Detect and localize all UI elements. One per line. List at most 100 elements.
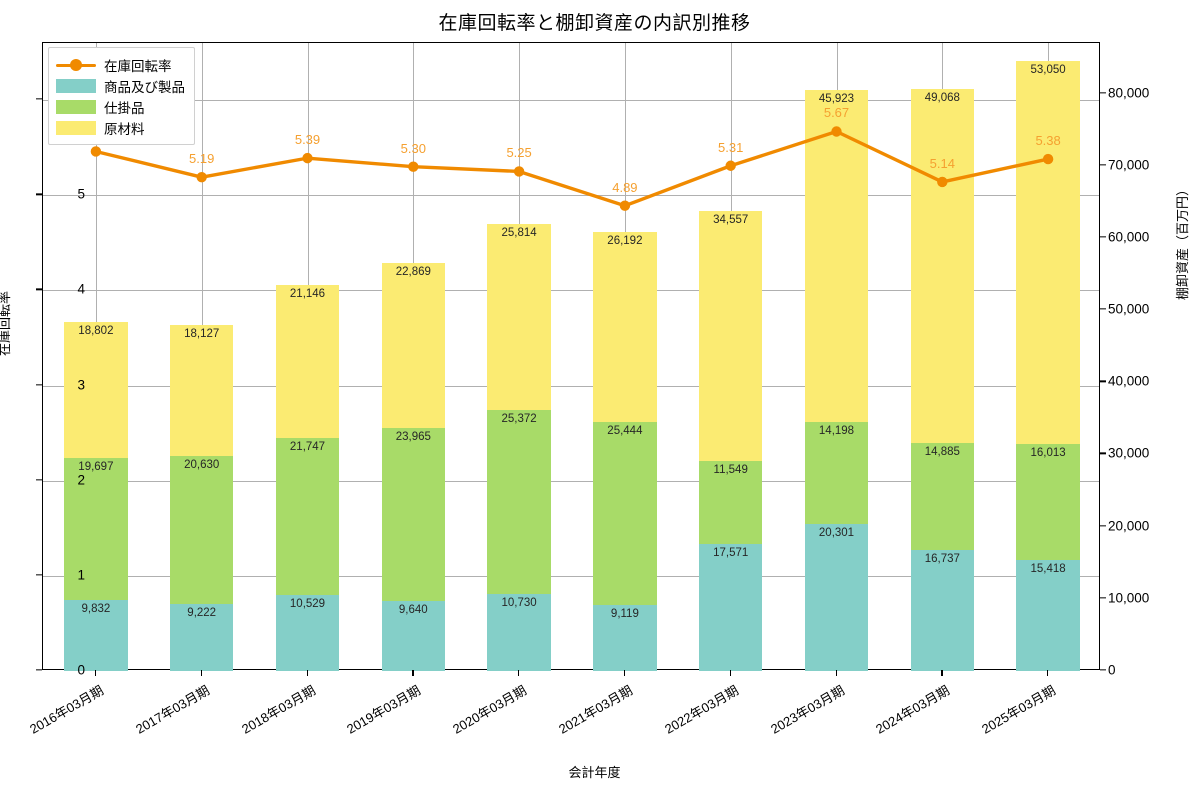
bar-segment[interactable] [698,460,763,545]
bar-segment[interactable] [593,421,657,606]
bar-segment[interactable] [64,457,128,601]
bar-segment[interactable] [64,600,128,671]
bar-segment[interactable] [169,604,234,671]
bar-value-label: 9,222 [187,607,217,620]
bar-value-label: 49,068 [924,91,960,104]
bar-value-label: 34,557 [713,214,749,227]
bar-segment[interactable] [381,428,446,602]
bar-segment[interactable] [381,263,446,429]
legend-patch-icon [56,99,96,114]
bar-segment[interactable] [64,322,128,458]
gridline-horizontal [43,480,1099,482]
bar-value-label: 23,965 [395,431,431,444]
line-value-label: 4.89 [612,179,638,195]
x-axis-tick-label: 2016年03月期 [27,682,106,737]
bar-value-label: 21,146 [289,288,326,301]
bar-segment[interactable] [275,285,340,438]
bar-value-label: 18,802 [78,325,114,338]
y-axis-right-tick-label: 50,000 [1108,301,1150,317]
y-axis-right-tick-mark [1100,452,1106,455]
bar-segment[interactable] [804,90,869,422]
bar-value-label: 22,869 [395,266,431,279]
legend-item-label: 原材料 [104,121,145,137]
y-axis-left-tick-mark [36,574,42,576]
bar-segment[interactable] [487,410,551,594]
bar-segment[interactable] [698,211,763,461]
legend-color-swatch-icon [56,120,96,135]
y-axis-right-tick-label: 80,000 [1108,85,1150,101]
x-axis-tick-mark [518,670,520,676]
bar-value-label: 20,301 [818,527,855,540]
y-axis-right-tick-mark [1100,164,1106,166]
y-axis-left-tick-label: 2 [77,472,85,488]
x-axis-tick-label: 2020年03月期 [450,682,530,737]
x-axis-tick-mark [200,670,202,676]
bar-segment[interactable] [169,455,234,605]
bar-segment[interactable] [487,593,551,671]
bar-segment[interactable] [381,601,446,671]
y-axis-right-tick-label: 20,000 [1108,518,1150,534]
bar-segment[interactable] [804,524,869,671]
x-axis-tick-label: 2021年03月期 [556,682,635,737]
line-value-label: 5.30 [400,140,426,156]
bar-segment[interactable] [910,442,975,551]
y-axis-right-tick-label: 10,000 [1108,590,1150,606]
x-axis-tick-mark [835,670,837,676]
bar-value-label: 25,444 [607,424,643,437]
bar-segment[interactable] [487,224,551,411]
y-axis-right-tick-mark [1100,669,1106,671]
legend-item[interactable]: 商品及び製品 [56,75,185,96]
bar-segment[interactable] [593,605,657,671]
bar-value-label: 45,923 [818,93,855,106]
y-axis-right-tick-label: 60,000 [1108,229,1150,245]
y-axis-right-tick-label: 70,000 [1108,157,1150,173]
bar-segment[interactable] [275,438,340,595]
y-axis-right-tick-mark [1100,308,1106,310]
bar-value-label: 14,198 [818,424,855,437]
bar-value-label: 17,571 [713,547,749,560]
line-value-label: 5.39 [294,132,321,148]
y-axis-left-label: 在庫回転率 [0,290,12,356]
x-axis-tick-label: 2019年03月期 [344,682,424,737]
legend-item-label: 商品及び製品 [104,79,185,95]
y-axis-right-tick-mark [1100,524,1106,527]
x-axis-tick-label: 2025年03月期 [979,682,1059,737]
bar-segment[interactable] [804,421,869,525]
bar-value-label: 19,697 [78,460,114,473]
y-axis-right-tick-mark [1100,597,1106,599]
y-axis-right-tick-mark [1100,236,1106,238]
y-axis-right-tick-label: 0 [1108,662,1116,678]
bar-segment[interactable] [910,550,975,671]
legend-item[interactable]: 原材料 [56,117,185,138]
legend-patch-icon [56,120,96,135]
bar-segment[interactable] [169,324,234,456]
bar-segment[interactable] [593,232,657,422]
bar-value-label: 15,418 [1030,562,1066,575]
bar-value-label: 25,814 [501,227,537,240]
x-axis-label: 会計年度 [568,765,621,780]
bar-segment[interactable] [1016,559,1080,671]
x-axis-tick-mark [729,670,731,676]
bar-segment[interactable] [698,544,763,671]
bar-segment[interactable] [1016,61,1080,445]
legend-item[interactable]: 在庫回転率 [56,54,185,75]
legend-item-label: 在庫回転率 [104,58,172,74]
x-axis-tick-mark [941,670,943,676]
x-axis-tick-label: 2022年03月期 [661,682,741,737]
y-axis-left-tick-label: 1 [77,567,85,583]
legend-color-swatch-icon [56,99,96,114]
bar-segment[interactable] [1016,444,1080,560]
bar-segment[interactable] [910,88,975,443]
line-value-label: 5.38 [1035,133,1061,149]
x-axis-tick-mark [1047,670,1049,676]
legend-item[interactable]: 仕掛品 [56,96,185,117]
x-axis-tick-mark [623,670,626,676]
gridline-horizontal [43,290,1099,292]
bar-value-label: 9,640 [398,604,428,617]
bar-value-label: 20,630 [184,458,220,471]
bar-value-label: 53,050 [1030,64,1066,77]
bar-segment[interactable] [275,594,340,671]
bar-value-label: 9,832 [81,603,111,616]
bar-value-label: 26,192 [607,235,643,248]
